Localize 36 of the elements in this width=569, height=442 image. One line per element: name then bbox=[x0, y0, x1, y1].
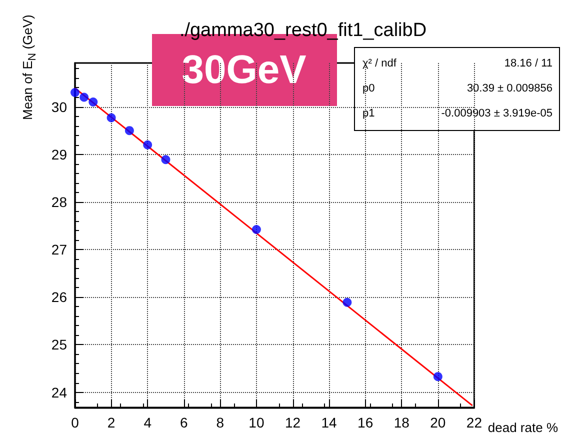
x-tick-label: 14 bbox=[321, 414, 338, 430]
annotation: p1 bbox=[362, 108, 375, 120]
x-axis-title: dead rate % bbox=[488, 420, 558, 435]
y-tick-label: 30 bbox=[51, 98, 68, 115]
annotation: 30GeV bbox=[182, 48, 307, 92]
annotation: p0 bbox=[362, 82, 375, 94]
y-tick-label: 25 bbox=[51, 336, 68, 353]
x-tick-label: 10 bbox=[248, 414, 264, 430]
x-tick-label: 16 bbox=[358, 414, 374, 430]
point bbox=[252, 225, 261, 234]
y-tick-label: 29 bbox=[51, 146, 68, 162]
y-tick-label: 27 bbox=[51, 242, 68, 258]
annotation: 30.39 ± 0.009856 bbox=[466, 82, 552, 94]
point bbox=[106, 113, 116, 122]
x-tick-label: 18 bbox=[394, 414, 410, 430]
text: 18.16 / 11 bbox=[504, 58, 552, 70]
y-tick-label: 28 bbox=[51, 194, 68, 210]
y-tick-label: 26 bbox=[51, 289, 68, 306]
point bbox=[88, 98, 98, 107]
point bbox=[143, 140, 152, 150]
point bbox=[80, 92, 89, 102]
x-tick-label: 4 bbox=[144, 414, 152, 430]
y-tick-label: 24 bbox=[51, 384, 68, 400]
x-tick-label: 22 bbox=[466, 414, 482, 430]
point bbox=[342, 298, 352, 307]
x-tick-label: 8 bbox=[216, 414, 224, 430]
point bbox=[70, 88, 80, 97]
x-tick-label: 6 bbox=[180, 414, 188, 430]
point bbox=[161, 155, 170, 164]
point bbox=[433, 372, 442, 382]
x-tick-label: 20 bbox=[430, 414, 446, 430]
x-tick-label: 2 bbox=[107, 414, 116, 430]
x-tick-label: 12 bbox=[284, 414, 301, 430]
x-tick-label: 0 bbox=[71, 414, 80, 430]
annotation: -0.009903 ± 3.919e-05 bbox=[441, 108, 552, 120]
point bbox=[124, 126, 134, 136]
